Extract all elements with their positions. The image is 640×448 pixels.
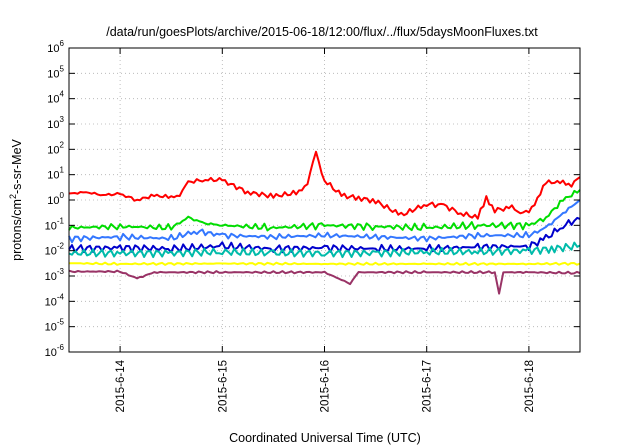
chart-title: /data/run/goesPlots/archive/2015-06-18/1…: [106, 25, 538, 39]
series-line-1: [68, 150, 581, 220]
y-tick-label: 10-5: [45, 318, 65, 334]
series-line-5: [68, 241, 581, 259]
x-axis-label: Coordinated Universal Time (UTC): [229, 431, 421, 445]
y-tick-label: 10-2: [45, 242, 65, 258]
grid-lines: [69, 47, 580, 353]
series-line-2: [68, 189, 581, 232]
series-line-6: [69, 261, 581, 266]
y-axis: 10-6 10-5 10-4 10-3 10-2 10-1 100 101 102 103 104 1…: [45, 39, 580, 359]
y-tick-label: 10-6: [45, 343, 65, 359]
y-tick-label: 104: [47, 90, 64, 106]
x-tick-label: 2015-6-14: [115, 359, 127, 412]
x-tick-label: 2015-6-15: [217, 360, 229, 412]
y-tick-label: 101: [47, 166, 64, 182]
y-tick-label: 10-1: [45, 216, 65, 232]
y-tick-label: 10-4: [45, 292, 65, 308]
x-tick-label: 2015-6-16: [320, 360, 332, 412]
series-line-3: [68, 199, 581, 244]
y-axis-label: protons/cm2-s-sr-MeV: [8, 138, 24, 260]
y-tick-label: 103: [47, 115, 64, 131]
y-tick-label: 105: [47, 64, 64, 80]
y-tick-label: 102: [47, 140, 64, 156]
y-tick-label: 100: [47, 191, 64, 207]
x-tick-label: 2015-6-17: [422, 360, 434, 412]
series-line-7: [68, 269, 581, 295]
series-line-4: [68, 216, 581, 254]
series-group: [68, 150, 581, 295]
y-tick-label: 10-3: [45, 267, 65, 283]
x-axis: 2015-6-14 2015-6-15 2015-6-16 2015-6-17 2015…: [115, 48, 536, 412]
y-tick-label: 106: [47, 39, 64, 55]
x-tick-label: 2015-6-18: [524, 360, 536, 412]
